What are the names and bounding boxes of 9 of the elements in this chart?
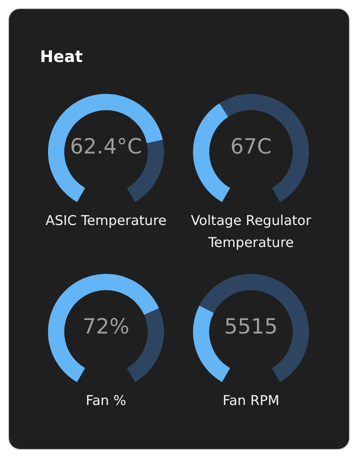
text: Fan % (84, 392, 128, 411)
text: 72% (82, 314, 130, 338)
text: Fan RPM (222, 392, 280, 411)
chart-title: Heat (40, 47, 83, 66)
text: Voltage Regulator Temperature (190, 212, 312, 253)
text: 67C (230, 134, 272, 158)
text: 62.4°C (70, 134, 142, 158)
text: 5515 (224, 314, 278, 338)
text: ASIC Temperature (44, 212, 168, 231)
